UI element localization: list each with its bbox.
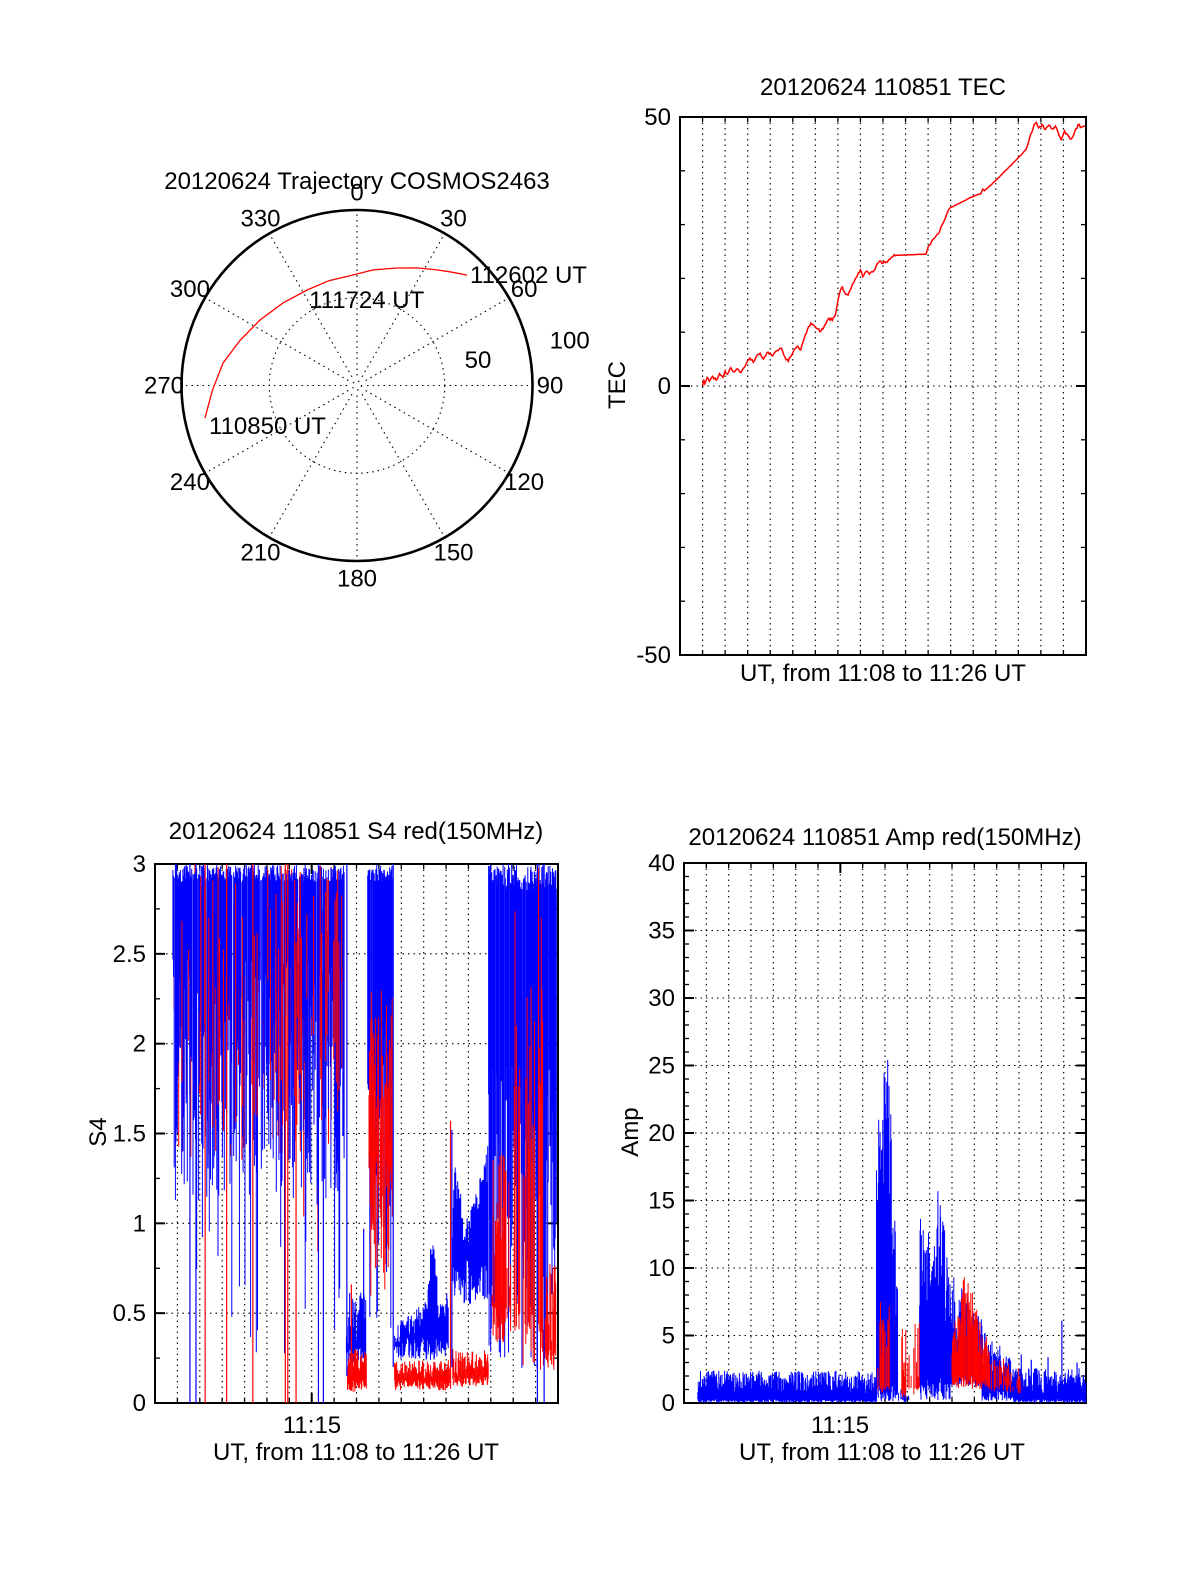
trajectory-time-label: 110850 UT [209,413,326,440]
amp-noise-red [901,1323,920,1398]
s4-noise-blue [452,1146,489,1304]
s4-noise-blue [394,1245,449,1360]
trajectory-polar-plot: 0 30 60 90 120 150 180 210 240 270 300 330 50 100 1108… [144,180,590,593]
amp-noise-red [877,1302,890,1393]
s4-noise-red [181,865,343,1131]
s4-plot: 0 0.5 1 1.5 2 2.5 3 [113,851,559,1417]
s4-title: 20120624 110851 S4 red(150MHz) [168,818,544,845]
axes [679,116,1087,656]
polar-angle-label: 60 [511,276,538,303]
s4-noise-red [491,1154,512,1343]
y-tick-label: 0 [133,1390,146,1417]
trajectory-time-label: 111724 UT [309,287,425,314]
amp-plot: 0 5 10 15 20 25 30 35 40 [648,850,1087,1417]
y-tick-label: 1.5 [113,1121,146,1148]
y-tick-label: 0 [662,1390,675,1417]
y-tick-label: 3 [133,851,146,878]
y-tick-label: 35 [648,918,675,945]
polar-angle-label: 330 [240,205,280,232]
s4-noise-red [452,1349,489,1387]
y-tick-label: 0.5 [113,1300,146,1327]
polar-angle-label: 210 [240,540,280,567]
polar-angle-label: 90 [537,373,564,400]
polar-angle-label: 30 [440,205,467,232]
y-tick-label: 10 [648,1255,675,1282]
trajectory-line [204,267,468,419]
amp-noise-blue [876,1059,898,1402]
tec-plot: -50 0 50 [636,104,1087,669]
y-tick-label: 25 [648,1053,675,1080]
polar-angle-label: 0 [350,180,363,207]
amp-title: 20120624 110851 Amp red(150MHz) [688,824,1082,851]
polar-radius-label: 50 [465,347,492,374]
s4-noise-red [513,867,544,1370]
polar-angle-label: 270 [144,373,184,400]
trajectory-title: 20120624 Trajectory COSMOS2463 [164,168,550,195]
y-tick-label: 0 [658,373,671,400]
y-tick-label: 5 [662,1323,675,1350]
y-tick-label: 15 [648,1188,675,1215]
trajectory-time-label: 112602 UT [470,262,587,289]
amp-noise-blue [697,1370,877,1403]
polar-angle-label: 180 [337,566,377,593]
y-tick-label: 2 [133,1031,146,1058]
amp-noise-red [986,1336,1012,1393]
amp-noise-blue [1012,1368,1087,1403]
polar-angle-label: 240 [170,469,210,496]
polar-angle-label: 300 [170,276,210,303]
axes [683,862,1087,1404]
y-tick-label: 30 [648,985,675,1012]
s4-noise-red [394,1360,450,1391]
tec-line [701,121,1086,387]
y-tick-label: 1 [133,1210,146,1237]
y-tick-label: 20 [648,1120,675,1147]
tec-x-axis-label: UT, from 11:08 to 11:26 UT [740,660,1026,687]
amp-noise-blue [919,1191,952,1401]
s4-x-axis-label: UT, from 11:08 to 11:26 UT [213,1439,499,1466]
s4-x-tick-label: 11:15 [282,1412,342,1439]
y-tick-label: 50 [644,104,671,131]
tec-title: 20120624 110851 TEC [760,74,1006,101]
polar-angle-label: 120 [504,469,544,496]
y-tick-label: 40 [648,850,675,877]
s4-noise-red [368,990,393,1296]
polar-angle-label: 150 [433,540,473,567]
y-tick-label: -50 [636,642,671,669]
amp-noise-red [951,1277,987,1389]
y-tick-label: 2.5 [113,941,146,968]
polar-radius-label: 100 [550,327,590,354]
polar-grid [180,208,534,563]
amp-x-axis-label: UT, from 11:08 to 11:26 UT [739,1439,1025,1466]
amp-x-tick-label: 11:15 [810,1412,870,1439]
